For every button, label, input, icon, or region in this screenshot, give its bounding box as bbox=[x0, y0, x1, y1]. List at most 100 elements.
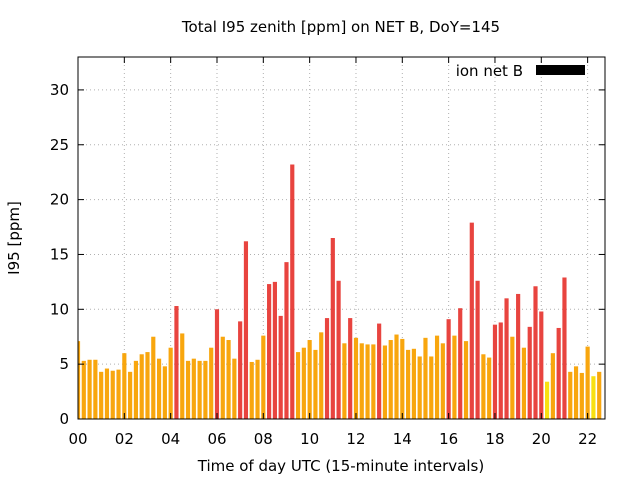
bar bbox=[545, 381, 550, 419]
bar bbox=[579, 372, 584, 419]
bar bbox=[527, 326, 532, 419]
bar bbox=[226, 340, 231, 419]
bar bbox=[162, 366, 167, 419]
bar bbox=[539, 311, 544, 419]
bar bbox=[382, 345, 388, 419]
bar bbox=[180, 333, 185, 419]
bar bbox=[87, 359, 92, 419]
bar bbox=[151, 336, 156, 419]
x-tick-label: 18 bbox=[485, 430, 504, 448]
bar bbox=[516, 293, 521, 419]
bar bbox=[458, 308, 463, 419]
x-tick-label: 22 bbox=[578, 430, 597, 448]
bar bbox=[550, 353, 555, 419]
bar bbox=[330, 238, 335, 419]
x-tick-label: 02 bbox=[115, 430, 134, 448]
bar bbox=[400, 338, 405, 419]
bar bbox=[133, 360, 138, 419]
bar bbox=[440, 343, 445, 419]
bar bbox=[295, 352, 301, 419]
y-tick-label: 20 bbox=[50, 191, 69, 209]
bar bbox=[232, 358, 237, 419]
x-axis-label: Time of day UTC (15-minute intervals) bbox=[197, 457, 484, 475]
bar bbox=[313, 349, 318, 419]
bar bbox=[597, 371, 602, 419]
bar bbox=[110, 370, 115, 419]
x-tick-label: 12 bbox=[346, 430, 365, 448]
bar bbox=[359, 343, 364, 419]
bar bbox=[585, 346, 590, 419]
bar bbox=[278, 315, 283, 419]
grid-lines bbox=[78, 57, 605, 419]
axis-ticks: 0 5 10 15 20 25 30 00 02 04 06 08 10 12 14 16 18 20 22 bbox=[50, 57, 605, 448]
bar bbox=[417, 356, 422, 419]
bar bbox=[255, 359, 260, 419]
bar bbox=[220, 336, 225, 419]
bar bbox=[481, 354, 486, 419]
bar bbox=[290, 164, 295, 419]
bar bbox=[272, 281, 277, 419]
bar bbox=[214, 309, 220, 419]
bar bbox=[284, 262, 289, 419]
bar bbox=[434, 335, 440, 419]
bar bbox=[510, 336, 515, 419]
bar bbox=[139, 354, 144, 419]
bar bbox=[406, 349, 411, 419]
legend-label: ion net B bbox=[456, 62, 523, 80]
bar bbox=[156, 358, 162, 419]
x-tick-label: 10 bbox=[300, 430, 319, 448]
bar bbox=[336, 280, 341, 419]
bar bbox=[81, 360, 86, 419]
legend: ion net B bbox=[456, 62, 585, 80]
bars bbox=[78, 164, 602, 419]
bar bbox=[365, 344, 370, 419]
bar bbox=[116, 369, 121, 419]
bar bbox=[492, 324, 498, 419]
y-tick-label: 30 bbox=[50, 81, 69, 99]
y-tick-label: 0 bbox=[59, 410, 69, 428]
y-tick-label: 10 bbox=[50, 300, 69, 318]
bar bbox=[394, 334, 399, 419]
bar bbox=[573, 366, 579, 419]
x-tick-label: 00 bbox=[68, 430, 87, 448]
bar bbox=[423, 337, 428, 419]
bar bbox=[104, 368, 110, 419]
bar bbox=[209, 347, 214, 419]
bar bbox=[469, 222, 474, 419]
legend-swatch bbox=[536, 65, 585, 75]
bar bbox=[377, 323, 382, 419]
plot-frame bbox=[77, 56, 606, 420]
bar bbox=[319, 332, 324, 419]
bar bbox=[324, 318, 330, 419]
y-tick-label: 15 bbox=[50, 245, 69, 263]
bar bbox=[353, 337, 359, 419]
chart-title: Total I95 zenith [ppm] on NET B, DoY=145 bbox=[181, 18, 500, 36]
bar bbox=[78, 341, 81, 419]
bar bbox=[185, 360, 191, 419]
bar bbox=[348, 318, 353, 419]
bar bbox=[238, 321, 243, 419]
x-tick-label: 20 bbox=[532, 430, 551, 448]
x-tick-label: 04 bbox=[161, 430, 180, 448]
bar bbox=[261, 335, 266, 419]
bar bbox=[533, 286, 538, 419]
bar bbox=[243, 241, 249, 419]
bar bbox=[504, 298, 509, 419]
bar bbox=[145, 352, 150, 419]
bar bbox=[99, 371, 104, 419]
bar bbox=[591, 376, 596, 419]
bar bbox=[452, 335, 457, 419]
x-tick-label: 06 bbox=[207, 430, 226, 448]
bar bbox=[122, 353, 127, 419]
bar bbox=[203, 360, 208, 419]
y-tick-label: 5 bbox=[59, 355, 69, 373]
x-tick-label: 16 bbox=[439, 430, 458, 448]
bar bbox=[93, 359, 98, 419]
bar bbox=[498, 322, 503, 419]
y-axis-label: I95 [ppm] bbox=[5, 201, 23, 275]
bar bbox=[568, 371, 573, 419]
y-tick-label: 25 bbox=[50, 136, 69, 154]
bar bbox=[267, 284, 272, 419]
bar bbox=[429, 356, 434, 419]
